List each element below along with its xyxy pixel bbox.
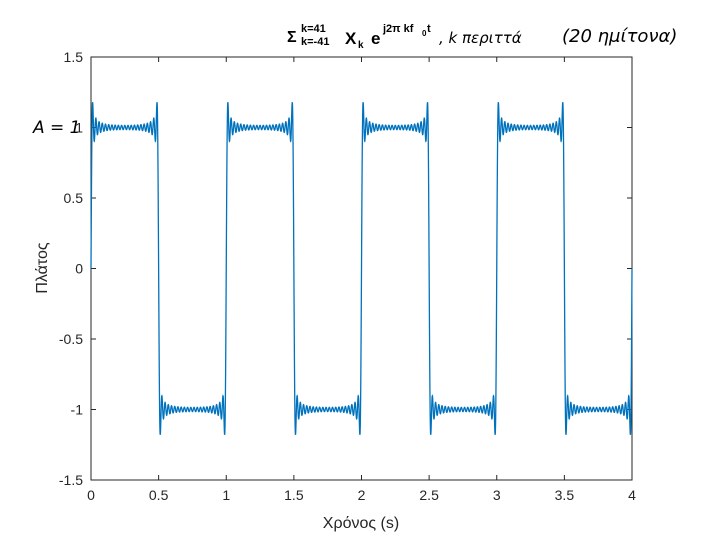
- y-tick-label: -1.5: [59, 472, 83, 488]
- amplitude-annotation: A = 1: [32, 118, 81, 138]
- title-exponent-tail: t: [427, 23, 431, 35]
- y-tick-label: -1: [71, 402, 84, 418]
- x-tick-label: 4: [628, 487, 636, 503]
- x-tick-label: 3.5: [555, 487, 575, 503]
- handwritten-note: , k περιττά: [439, 29, 522, 47]
- x-tick-label: 2: [358, 487, 366, 503]
- series-line: [90, 102, 633, 435]
- y-tick-label: 1.5: [64, 49, 84, 65]
- y-tick-label: 0.5: [64, 190, 84, 206]
- x-tick-label: 3: [493, 487, 501, 503]
- axis-ticks: [90, 56, 633, 481]
- axis-tick-labels: 0 0.5 1 1.5 2 2.5 3 3.5 4 -1.5 -1 -0.5 0 0.5 1 1.5: [59, 49, 636, 503]
- handwritten-paren-note: (20 ημίτονα): [562, 26, 677, 47]
- x-tick-label: 2.5: [419, 487, 439, 503]
- x-tick-label: 1.5: [284, 487, 304, 503]
- y-tick-label: -0.5: [59, 331, 83, 347]
- title-sigma: Σ: [287, 29, 297, 46]
- title-exp-base: e: [371, 29, 380, 48]
- title-term: X: [345, 29, 357, 48]
- title-term-sub: k: [358, 40, 364, 51]
- chart-title: Σ k=41 k=-41 X k e j2π kf 0 t: [287, 23, 431, 51]
- title-sum-lower: k=-41: [301, 36, 329, 48]
- y-axis-label: Πλάτος: [34, 242, 51, 294]
- title-exponent-sub: 0: [422, 29, 427, 38]
- title-sum-upper: k=41: [301, 23, 326, 35]
- x-tick-label: 1: [222, 487, 230, 503]
- x-tick-label: 0.5: [149, 487, 169, 503]
- x-tick-label: 0: [87, 487, 95, 503]
- title-exponent: j2π kf: [382, 23, 414, 35]
- y-tick-label: 0: [75, 261, 83, 277]
- y-tick-label: 1: [75, 120, 83, 136]
- x-axis-label: Χρόνος (s): [323, 515, 399, 532]
